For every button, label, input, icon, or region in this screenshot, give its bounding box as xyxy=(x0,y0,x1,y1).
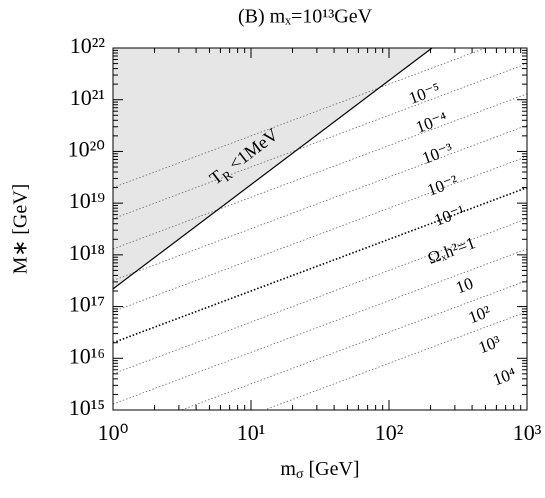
contour-line xyxy=(113,248,527,405)
contour-line xyxy=(113,48,487,188)
contour-line xyxy=(113,63,527,220)
y-axis-label: M∗ [GeV] xyxy=(10,184,32,275)
y-tick-label: 10²² xyxy=(70,33,106,58)
contour-label: 10³ xyxy=(476,332,503,357)
contour-label: Ωₓh²=1 xyxy=(425,233,478,268)
contour-line xyxy=(113,218,527,375)
contour-line xyxy=(113,124,527,281)
y-tick-label: 10²¹ xyxy=(70,85,105,110)
contour-label: 10⁻² xyxy=(425,171,461,199)
y-tick-label: 10²⁰ xyxy=(68,136,106,161)
contour-line xyxy=(113,93,527,250)
boundary-line xyxy=(113,48,433,290)
contour-label: 10⁻⁵ xyxy=(406,79,443,108)
contour-label: 10 xyxy=(453,274,475,298)
x-axis-label: mσ [GeV] xyxy=(280,458,359,483)
y-tick-label: 10¹⁷ xyxy=(69,292,105,317)
x-tick-label: 10³ xyxy=(513,420,542,445)
contour-label: 10⁻³ xyxy=(420,139,456,167)
contour-line xyxy=(113,186,527,344)
y-tick-label: 10¹⁹ xyxy=(69,188,106,213)
y-tick-label: 10¹⁵ xyxy=(69,395,105,420)
y-tick-label: 10¹⁸ xyxy=(69,240,105,265)
plot-frame xyxy=(112,47,528,411)
contour-label: 10⁻¹ xyxy=(432,201,468,229)
contour-label: 10² xyxy=(466,302,493,327)
x-tick-label: 10² xyxy=(375,420,404,445)
contour-line xyxy=(113,156,527,312)
contour-line xyxy=(263,311,527,410)
contour-line xyxy=(180,280,527,410)
contour-label: 10⁻⁴ xyxy=(413,108,450,137)
x-tick-label: 10⁰ xyxy=(98,420,129,445)
contour-label: 10⁴ xyxy=(490,364,518,390)
y-tick-label: 10¹⁶ xyxy=(69,343,105,368)
x-tick-label: 10¹ xyxy=(237,420,266,445)
plot-area xyxy=(113,48,527,410)
chart-title: (B) mₓ=10¹³GeV xyxy=(238,6,373,28)
